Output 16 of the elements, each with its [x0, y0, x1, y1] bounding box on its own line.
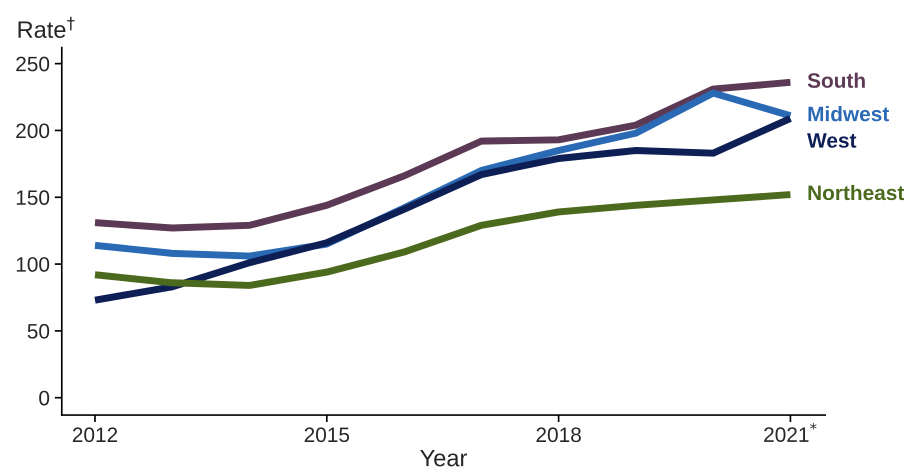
series-label: West	[807, 133, 856, 148]
y-tick-label: 100	[16, 257, 50, 272]
series-label: South	[808, 72, 865, 88]
y-tick-label: 50	[28, 324, 50, 339]
x-tick-label: 2018	[536, 427, 581, 442]
series-label: Northeast	[808, 184, 904, 200]
y-tick-label: 250	[16, 56, 50, 72]
x-tick-label: 2015	[304, 427, 350, 442]
x-axis-title: Year	[420, 450, 467, 466]
y-tick-label: 200	[16, 123, 50, 138]
y-tick-label: 0	[39, 390, 50, 406]
y-tick-label: 150	[16, 190, 50, 206]
series-label: Midwest	[808, 106, 890, 122]
x-tick-label: 2012	[72, 427, 118, 442]
y-axis-title: Rate$^{†}$	[18, 16, 74, 38]
x-tick-label: 2021$^{*}$	[764, 423, 817, 442]
